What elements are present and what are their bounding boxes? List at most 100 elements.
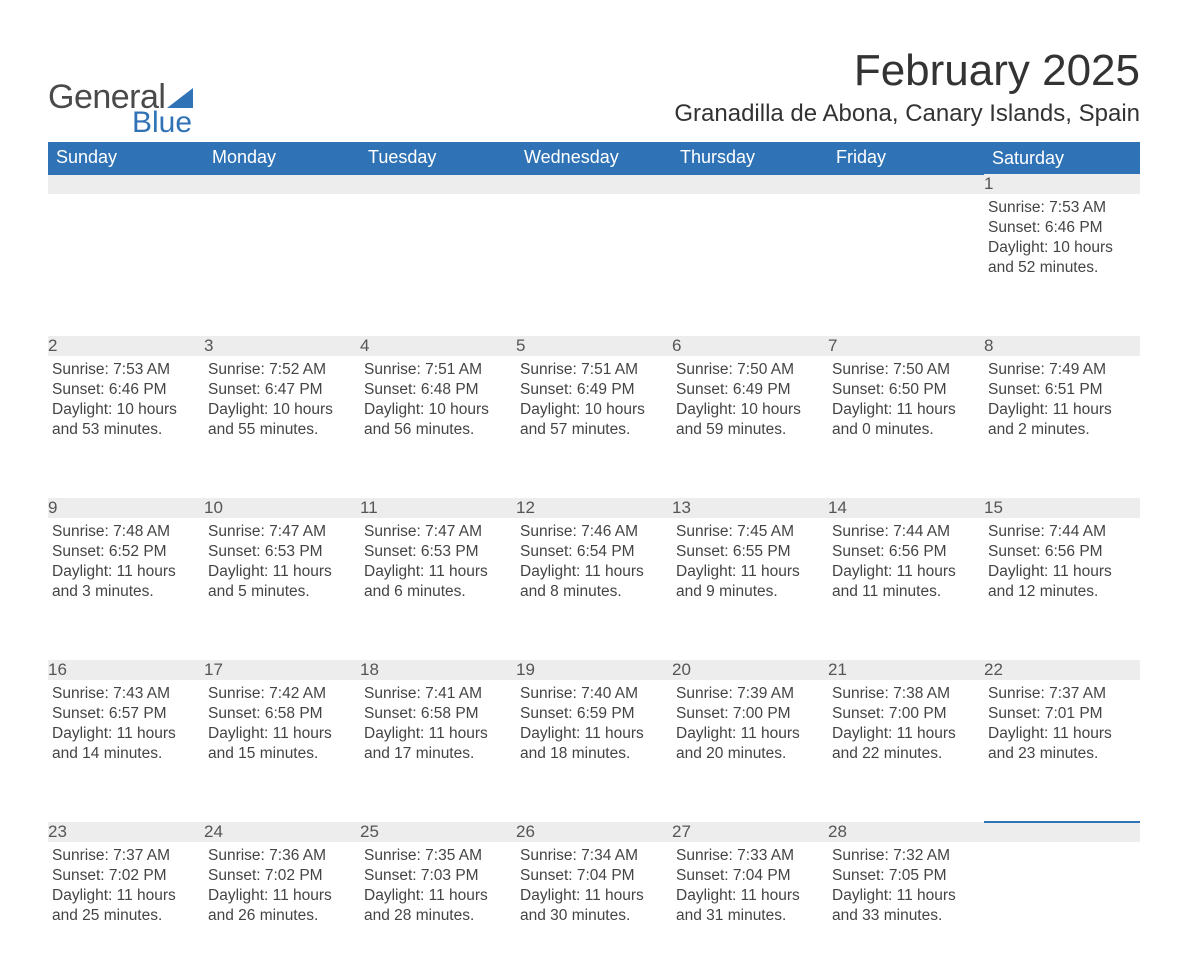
brand-text-2: Blue	[132, 108, 193, 138]
day-number: 12	[516, 498, 672, 518]
brand-logo: General Blue	[48, 80, 193, 138]
daylight-text: Daylight: 11 hours and 8 minutes.	[520, 562, 666, 602]
day-number: 24	[204, 822, 360, 842]
day-number: 20	[672, 660, 828, 680]
location-subtitle: Granadilla de Abona, Canary Islands, Spa…	[674, 100, 1140, 128]
calendar-table: SundayMondayTuesdayWednesdayThursdayFrid…	[48, 142, 1140, 970]
daylight-text: Daylight: 11 hours and 30 minutes.	[520, 886, 666, 926]
sunset-text: Sunset: 6:55 PM	[676, 542, 822, 562]
daylight-text: Daylight: 10 hours and 56 minutes.	[364, 400, 510, 440]
sunset-text: Sunset: 7:02 PM	[52, 866, 198, 886]
sunrise-text: Sunrise: 7:35 AM	[364, 846, 510, 866]
week-body-row: Sunrise: 7:37 AMSunset: 7:02 PMDaylight:…	[48, 842, 1140, 970]
day-number: 7	[828, 336, 984, 356]
daylight-text: Daylight: 11 hours and 14 minutes.	[52, 724, 198, 764]
day-header: Sunday	[48, 142, 204, 174]
day-number: 1	[984, 174, 1140, 194]
day-cell: Sunrise: 7:41 AMSunset: 6:58 PMDaylight:…	[360, 680, 516, 808]
sunset-text: Sunset: 7:04 PM	[676, 866, 822, 886]
daylight-text: Daylight: 11 hours and 11 minutes.	[832, 562, 978, 602]
day-details: Sunrise: 7:49 AMSunset: 6:51 PMDaylight:…	[984, 356, 1140, 439]
sunset-text: Sunset: 6:46 PM	[988, 218, 1134, 238]
week-body-row: Sunrise: 7:53 AMSunset: 6:46 PMDaylight:…	[48, 194, 1140, 322]
day-header: Thursday	[672, 142, 828, 174]
sunrise-text: Sunrise: 7:50 AM	[832, 360, 978, 380]
sunrise-text: Sunrise: 7:34 AM	[520, 846, 666, 866]
daylight-text: Daylight: 11 hours and 26 minutes.	[208, 886, 354, 926]
day-number: 19	[516, 660, 672, 680]
sunset-text: Sunset: 6:49 PM	[520, 380, 666, 400]
day-number: 15	[984, 498, 1140, 518]
sunset-text: Sunset: 6:56 PM	[988, 542, 1134, 562]
month-title: February 2025	[674, 48, 1140, 94]
daylight-text: Daylight: 11 hours and 22 minutes.	[832, 724, 978, 764]
day-details: Sunrise: 7:34 AMSunset: 7:04 PMDaylight:…	[516, 842, 672, 925]
day-details: Sunrise: 7:50 AMSunset: 6:49 PMDaylight:…	[672, 356, 828, 439]
day-number: 10	[204, 498, 360, 518]
daylight-text: Daylight: 10 hours and 53 minutes.	[52, 400, 198, 440]
sunset-text: Sunset: 7:05 PM	[832, 866, 978, 886]
day-number-empty	[516, 174, 672, 194]
sunrise-text: Sunrise: 7:33 AM	[676, 846, 822, 866]
daylight-text: Daylight: 11 hours and 23 minutes.	[988, 724, 1134, 764]
week-body-row: Sunrise: 7:53 AMSunset: 6:46 PMDaylight:…	[48, 356, 1140, 484]
week-spacer	[48, 646, 1140, 660]
day-number: 11	[360, 498, 516, 518]
day-cell-empty	[828, 194, 984, 322]
sunset-text: Sunset: 6:49 PM	[676, 380, 822, 400]
day-details: Sunrise: 7:41 AMSunset: 6:58 PMDaylight:…	[360, 680, 516, 763]
sunrise-text: Sunrise: 7:43 AM	[52, 684, 198, 704]
day-details: Sunrise: 7:46 AMSunset: 6:54 PMDaylight:…	[516, 518, 672, 601]
daylight-text: Daylight: 11 hours and 2 minutes.	[988, 400, 1134, 440]
day-header: Monday	[204, 142, 360, 174]
day-number-empty	[204, 174, 360, 194]
day-cell: Sunrise: 7:44 AMSunset: 6:56 PMDaylight:…	[984, 518, 1140, 646]
sunset-text: Sunset: 6:48 PM	[364, 380, 510, 400]
sunset-text: Sunset: 6:47 PM	[208, 380, 354, 400]
day-number: 14	[828, 498, 984, 518]
sunset-text: Sunset: 6:59 PM	[520, 704, 666, 724]
sunset-text: Sunset: 7:03 PM	[364, 866, 510, 886]
day-details: Sunrise: 7:51 AMSunset: 6:48 PMDaylight:…	[360, 356, 516, 439]
calendar-body: 1Sunrise: 7:53 AMSunset: 6:46 PMDaylight…	[48, 174, 1140, 970]
day-number: 3	[204, 336, 360, 356]
day-details: Sunrise: 7:51 AMSunset: 6:49 PMDaylight:…	[516, 356, 672, 439]
daylight-text: Daylight: 11 hours and 20 minutes.	[676, 724, 822, 764]
sunset-text: Sunset: 6:58 PM	[208, 704, 354, 724]
day-cell: Sunrise: 7:53 AMSunset: 6:46 PMDaylight:…	[48, 356, 204, 484]
day-cell: Sunrise: 7:51 AMSunset: 6:48 PMDaylight:…	[360, 356, 516, 484]
sunrise-text: Sunrise: 7:44 AM	[988, 522, 1134, 542]
daylight-text: Daylight: 11 hours and 31 minutes.	[676, 886, 822, 926]
day-details: Sunrise: 7:42 AMSunset: 6:58 PMDaylight:…	[204, 680, 360, 763]
sunrise-text: Sunrise: 7:50 AM	[676, 360, 822, 380]
day-cell: Sunrise: 7:33 AMSunset: 7:04 PMDaylight:…	[672, 842, 828, 970]
sunset-text: Sunset: 6:50 PM	[832, 380, 978, 400]
day-details: Sunrise: 7:53 AMSunset: 6:46 PMDaylight:…	[48, 356, 204, 439]
daylight-text: Daylight: 11 hours and 17 minutes.	[364, 724, 510, 764]
day-cell: Sunrise: 7:48 AMSunset: 6:52 PMDaylight:…	[48, 518, 204, 646]
day-details: Sunrise: 7:37 AMSunset: 7:02 PMDaylight:…	[48, 842, 204, 925]
day-cell-empty	[516, 194, 672, 322]
day-cell: Sunrise: 7:32 AMSunset: 7:05 PMDaylight:…	[828, 842, 984, 970]
day-cell: Sunrise: 7:38 AMSunset: 7:00 PMDaylight:…	[828, 680, 984, 808]
sunset-text: Sunset: 6:51 PM	[988, 380, 1134, 400]
sunrise-text: Sunrise: 7:39 AM	[676, 684, 822, 704]
sunset-text: Sunset: 7:01 PM	[988, 704, 1134, 724]
day-number: 23	[48, 822, 204, 842]
daylight-text: Daylight: 11 hours and 9 minutes.	[676, 562, 822, 602]
sunset-text: Sunset: 6:53 PM	[208, 542, 354, 562]
sunset-text: Sunset: 6:54 PM	[520, 542, 666, 562]
sunrise-text: Sunrise: 7:48 AM	[52, 522, 198, 542]
sunrise-text: Sunrise: 7:38 AM	[832, 684, 978, 704]
day-number: 21	[828, 660, 984, 680]
sunrise-text: Sunrise: 7:44 AM	[832, 522, 978, 542]
day-cell: Sunrise: 7:51 AMSunset: 6:49 PMDaylight:…	[516, 356, 672, 484]
day-number: 25	[360, 822, 516, 842]
day-number: 5	[516, 336, 672, 356]
daylight-text: Daylight: 11 hours and 5 minutes.	[208, 562, 354, 602]
day-number: 6	[672, 336, 828, 356]
day-cell-empty	[984, 842, 1140, 970]
daylight-text: Daylight: 11 hours and 12 minutes.	[988, 562, 1134, 602]
week-body-row: Sunrise: 7:48 AMSunset: 6:52 PMDaylight:…	[48, 518, 1140, 646]
day-cell: Sunrise: 7:53 AMSunset: 6:46 PMDaylight:…	[984, 194, 1140, 322]
